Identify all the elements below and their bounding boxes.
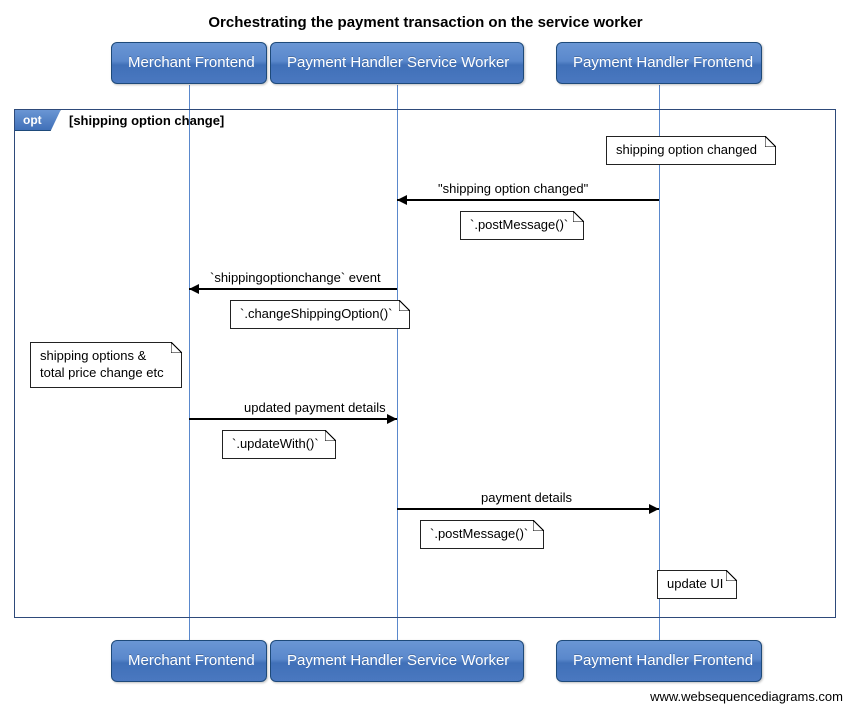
note-3: shipping options &total price change etc (30, 342, 182, 388)
diagram-title: Orchestrating the payment transaction on… (0, 14, 851, 31)
message-1-label: `shippingoptionchange` event (210, 270, 381, 285)
actor-merchant-top: Merchant Frontend (111, 42, 267, 84)
note-6: update UI (657, 570, 737, 599)
message-2-label: updated payment details (244, 400, 386, 415)
credit-text: www.websequencediagrams.com (650, 689, 843, 704)
note-1: `.postMessage()` (460, 211, 584, 240)
note-0: shipping option changed (606, 136, 776, 165)
fragment-opt-tag: opt (15, 110, 61, 131)
actor-merchant-bottom: Merchant Frontend (111, 640, 267, 682)
actor-sw-top: Payment Handler Service Worker (270, 42, 524, 84)
note-5: `.postMessage()` (420, 520, 544, 549)
actor-frontend-bottom: Payment Handler Frontend (556, 640, 762, 682)
fragment-opt-condition: [shipping option change] (69, 113, 224, 128)
actor-frontend-top: Payment Handler Frontend (556, 42, 762, 84)
note-2: `.changeShippingOption()` (230, 300, 410, 329)
note-4: `.updateWith()` (222, 430, 336, 459)
message-3-label: payment details (481, 490, 572, 505)
message-0-label: "shipping option changed" (438, 181, 588, 196)
actor-sw-bottom: Payment Handler Service Worker (270, 640, 524, 682)
